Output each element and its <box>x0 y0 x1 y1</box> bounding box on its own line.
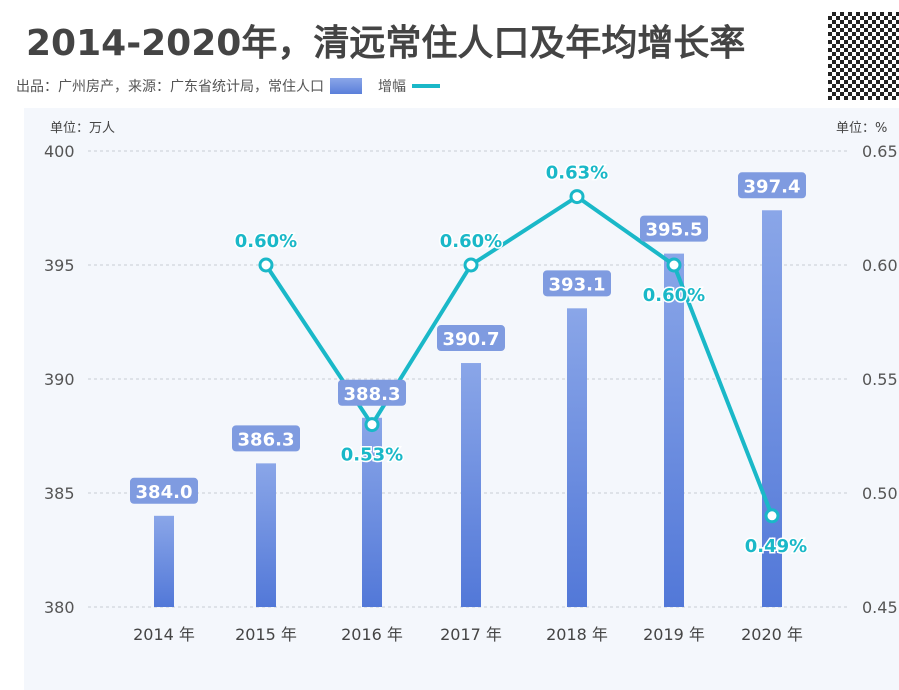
growth-point <box>764 508 780 524</box>
left-tick-label: 380 <box>44 598 75 617</box>
x-tick-label: 2018 年 <box>546 625 608 644</box>
bar <box>567 308 587 607</box>
bar-value-label: 390.7 <box>443 329 500 350</box>
bar-label-box <box>640 215 708 242</box>
growth-point <box>569 189 585 205</box>
x-tick-label: 2019 年 <box>643 625 705 644</box>
bar-value-label: 388.3 <box>344 384 401 405</box>
growth-value-label: 0.53% <box>341 445 403 466</box>
bar-label-box <box>437 325 505 352</box>
growth-value-label: 0.49% <box>745 536 807 557</box>
left-axis-unit: 单位：万人 <box>50 121 115 136</box>
right-axis-unit: 单位：% <box>836 121 887 136</box>
subtitle: 出品：广州房产，来源：广东省统计局，常住人口 <box>16 79 324 95</box>
bar-label-box <box>738 172 806 199</box>
x-tick-label: 2014 年 <box>133 625 195 644</box>
bar <box>256 463 276 607</box>
bar-label-box <box>543 270 611 297</box>
bar-label-box <box>338 379 406 406</box>
x-tick-label: 2016 年 <box>341 625 403 644</box>
x-tick-label: 2017 年 <box>440 625 502 644</box>
legend-bar-swatch <box>330 78 362 94</box>
bar <box>154 515 174 607</box>
bar-value-label: 397.4 <box>744 176 801 197</box>
bar-value-label: 386.3 <box>238 429 295 450</box>
legend-line-swatch <box>412 84 440 88</box>
bar-value-label: 395.5 <box>646 220 703 241</box>
x-tick-label: 2015 年 <box>235 625 297 644</box>
right-tick-label: 0.60 <box>862 256 898 275</box>
growth-point <box>666 257 682 273</box>
growth-point <box>463 257 479 273</box>
right-tick-label: 0.45 <box>862 598 898 617</box>
bar <box>664 253 684 607</box>
right-tick-label: 0.50 <box>862 484 898 503</box>
subtitle-legend: 出品：广州房产，来源：广东省统计局，常住人口 增幅 <box>16 76 440 96</box>
bar-label-box <box>130 477 198 504</box>
growth-value-label: 0.63% <box>546 163 608 184</box>
growth-value-label: 0.60% <box>440 231 502 252</box>
chart-title: 2014-2020年，清远常住人口及年均增长率 <box>26 23 746 64</box>
qr-code-icon <box>828 12 899 100</box>
right-tick-label: 0.55 <box>862 370 898 389</box>
growth-line <box>264 194 774 517</box>
legend-line-label: 增幅 <box>378 79 406 95</box>
left-tick-label: 395 <box>44 256 75 275</box>
right-tick-label: 0.65 <box>862 142 898 161</box>
left-tick-label: 390 <box>44 370 75 389</box>
bar-value-label: 393.1 <box>549 274 606 295</box>
growth-point <box>364 417 380 433</box>
x-tick-label: 2020 年 <box>741 625 803 644</box>
growth-value-label: 0.60% <box>643 285 705 306</box>
bar-value-label: 384.0 <box>136 482 193 503</box>
bar <box>362 417 382 607</box>
left-tick-label: 385 <box>44 484 75 503</box>
bar <box>461 363 481 607</box>
left-tick-label: 400 <box>44 142 75 161</box>
growth-point <box>258 257 274 273</box>
growth-value-label: 0.60% <box>235 231 297 252</box>
bar-label-box <box>232 425 300 452</box>
